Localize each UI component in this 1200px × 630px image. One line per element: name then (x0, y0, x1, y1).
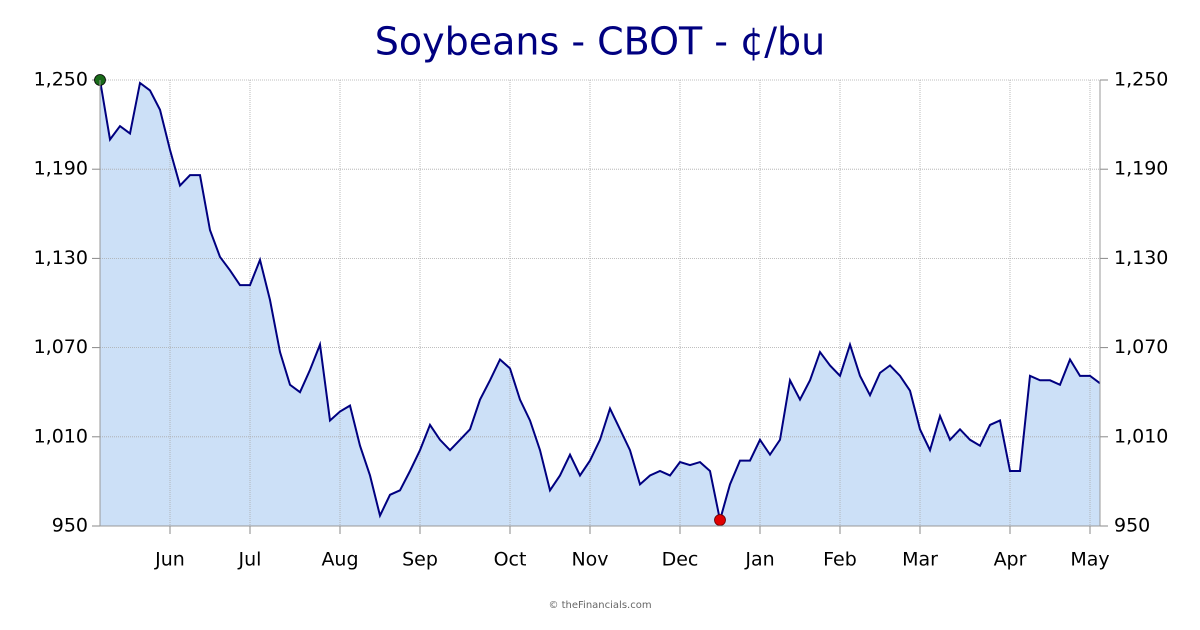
y2-tick-label: 1,130 (1114, 247, 1168, 269)
low-marker (714, 514, 726, 526)
y2-tick-label: 1,250 (1114, 69, 1168, 91)
x-tick-label: Aug (321, 549, 358, 571)
x-tick-label: May (1070, 549, 1109, 571)
y-tick-label: 950 (52, 515, 88, 537)
x-tick-label: Feb (823, 549, 857, 571)
y-tick-label: 1,010 (34, 425, 88, 447)
x-tick-label: Sep (402, 549, 438, 571)
footer: © theFinancials.com (548, 600, 651, 611)
x-tick-label: Oct (494, 549, 527, 571)
y-tick-label: 1,070 (34, 336, 88, 358)
x-tick-label: Jul (238, 549, 262, 571)
x-tick-label: Jan (744, 549, 774, 571)
x-tick-label: Jun (154, 549, 185, 571)
y-tick-label: 1,250 (34, 69, 88, 91)
y-tick-label: 1,190 (34, 158, 88, 180)
area (100, 80, 1100, 526)
x-tick-label: Mar (902, 549, 938, 571)
y2-tick-label: 1,010 (1114, 425, 1168, 447)
y-tick-label: 1,130 (34, 247, 88, 269)
chart-title: Soybeans - CBOT - ¢/bu (375, 20, 826, 64)
x-tick-label: Dec (662, 549, 699, 571)
y2-tick-label: 1,190 (1114, 158, 1168, 180)
line (99, 79, 1101, 521)
x-tick-label: Apr (994, 549, 1027, 571)
y2-tick-label: 950 (1114, 515, 1150, 537)
x-tick-label: Nov (571, 549, 608, 571)
y2-tick-label: 1,070 (1114, 336, 1168, 358)
